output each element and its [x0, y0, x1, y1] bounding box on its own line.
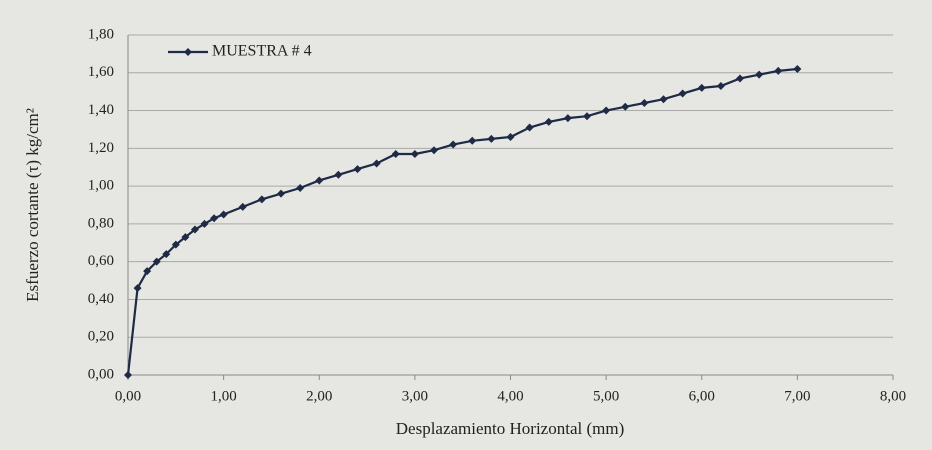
legend-marker [184, 48, 192, 56]
marker [640, 99, 649, 107]
x-tick-label: 6,00 [689, 388, 715, 404]
marker [487, 134, 496, 143]
y-tick-label: 0,00 [88, 366, 114, 382]
marker [162, 250, 171, 259]
y-tick-label: 1,80 [88, 26, 114, 42]
marker [468, 136, 477, 145]
marker [372, 159, 381, 168]
y-tick-label: 1,60 [88, 64, 114, 80]
marker [277, 189, 285, 198]
marker [410, 150, 419, 158]
marker [210, 214, 219, 223]
marker [736, 74, 744, 83]
marker [563, 114, 572, 123]
marker [544, 117, 553, 126]
y-tick-label: 0,20 [88, 329, 114, 345]
marker [697, 83, 706, 92]
marker [124, 371, 132, 379]
y-tick-label: 0,80 [88, 215, 114, 231]
marker [257, 195, 266, 204]
marker [171, 240, 180, 249]
marker [678, 89, 687, 98]
y-tick-label: 1,40 [88, 102, 114, 118]
marker [391, 150, 400, 158]
marker [755, 70, 764, 79]
marker [583, 112, 591, 121]
y-axis-title: Esfuerzo cortante (τ) kg/cm² [23, 108, 42, 302]
marker [219, 210, 228, 219]
marker [334, 170, 343, 179]
marker [659, 95, 668, 104]
marker [506, 133, 515, 141]
legend-label: MUESTRA # 4 [212, 43, 312, 60]
marker [430, 146, 438, 155]
marker [793, 65, 802, 73]
marker [238, 202, 247, 211]
marker [602, 106, 611, 115]
marker [190, 225, 199, 234]
marker [525, 123, 534, 132]
marker [152, 257, 161, 266]
marker [449, 140, 458, 149]
x-axis-title: Desplazamiento Horizontal (mm) [396, 419, 624, 438]
x-tick-label: 2,00 [306, 388, 332, 404]
y-tick-label: 0,60 [88, 253, 114, 269]
marker [716, 82, 725, 90]
marker [181, 233, 190, 242]
y-tick-label: 1,20 [88, 140, 114, 156]
x-tick-label: 1,00 [211, 388, 237, 404]
marker [133, 284, 142, 293]
marker [143, 267, 152, 276]
marker [315, 176, 324, 185]
marker [353, 165, 362, 174]
x-tick-label: 7,00 [784, 388, 810, 404]
x-tick-label: 3,00 [402, 388, 428, 404]
x-tick-label: 5,00 [593, 388, 619, 404]
x-tick-label: 8,00 [880, 388, 906, 404]
marker [200, 219, 209, 228]
y-tick-label: 0,40 [88, 291, 114, 307]
x-tick-label: 0,00 [115, 388, 141, 404]
marker [774, 66, 783, 75]
marker [296, 184, 305, 192]
y-tick-label: 1,00 [88, 178, 114, 194]
marker [621, 102, 630, 111]
x-tick-label: 4,00 [497, 388, 523, 404]
